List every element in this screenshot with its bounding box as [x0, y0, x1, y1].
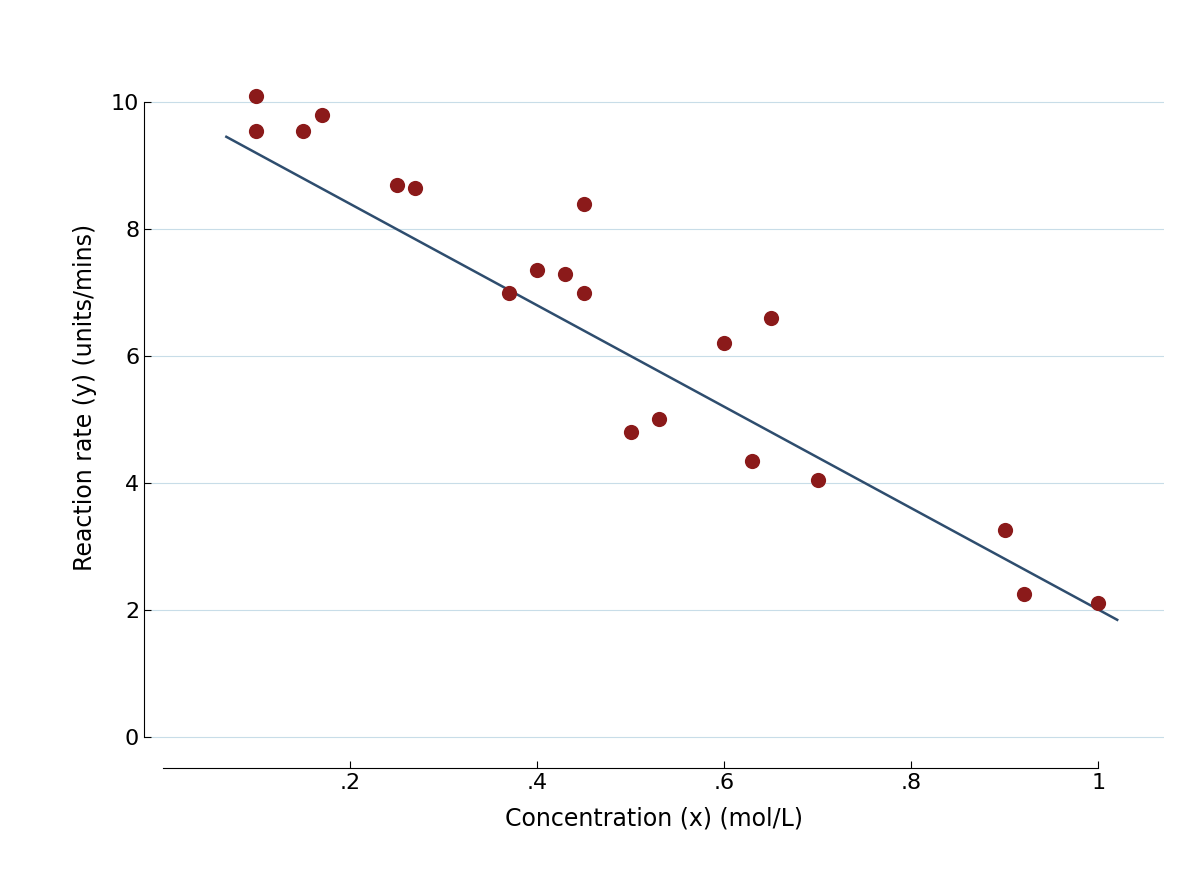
Point [649, 412, 668, 426]
Point [1014, 587, 1033, 601]
Point [528, 264, 547, 278]
Point [247, 89, 266, 103]
Point [406, 181, 425, 195]
Point [499, 285, 518, 299]
Y-axis label: Reaction rate (y) (units/mins): Reaction rate (y) (units/mins) [73, 223, 97, 571]
Point [388, 178, 407, 192]
Point [808, 472, 827, 486]
Point [743, 454, 762, 468]
Point [575, 196, 594, 210]
Point [312, 108, 331, 122]
Point [714, 336, 733, 350]
X-axis label: Concentration (x) (mol/L): Concentration (x) (mol/L) [505, 807, 803, 831]
Point [1088, 596, 1108, 610]
Point [294, 124, 313, 138]
Point [247, 124, 266, 138]
Point [556, 266, 575, 280]
Point [761, 311, 780, 325]
Point [995, 524, 1014, 538]
Point [622, 425, 641, 439]
Point [575, 285, 594, 299]
